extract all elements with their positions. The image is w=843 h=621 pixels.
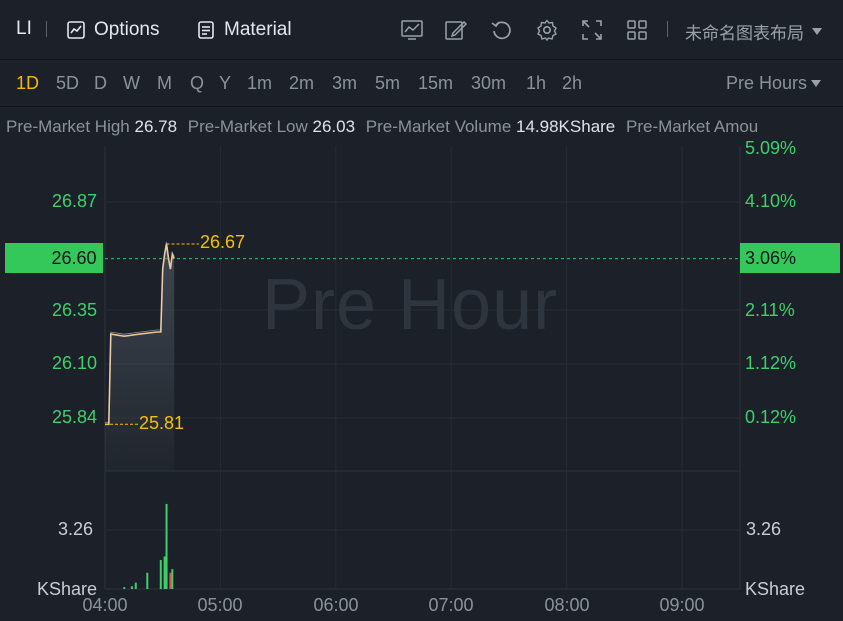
period-2m[interactable]: 2m (289, 73, 315, 93)
time-axis-label: 04:00 (82, 595, 128, 615)
chevron-down-icon (811, 80, 822, 87)
material-document-icon (198, 21, 214, 39)
symbol-ticker[interactable]: LI (16, 18, 32, 39)
period-15m[interactable]: 15m (418, 73, 454, 93)
change-axis-right-label: 1.12% (745, 353, 797, 373)
period-selector: 1D 5D D W M Q Y 1m 2m 3m 5m 15m 30m 1h 2… (0, 61, 843, 107)
time-axis-label: 07:00 (428, 595, 474, 615)
draw-pen-icon[interactable] (444, 18, 468, 42)
options-chart-icon (67, 21, 85, 39)
premarket-low-value: 26.03 (312, 117, 356, 136)
premarket-low-label: Pre-Market Low (187, 117, 308, 136)
chart-canvas[interactable] (0, 146, 843, 621)
period-30m[interactable]: 30m (471, 73, 507, 93)
change-axis-right-label: 4.10% (745, 191, 797, 211)
current-price-tag: 26.60 (5, 243, 103, 273)
volume-bar (169, 572, 172, 589)
top-toolbar: LI Options Material 未命名图表布局 (0, 0, 843, 60)
material-label: Material (224, 19, 292, 40)
period-3m[interactable]: 3m (332, 73, 358, 93)
volume-unit-left-label: KShare (37, 579, 98, 599)
period-2h[interactable]: 2h (562, 73, 583, 93)
price-area-fill (105, 243, 175, 471)
session-dropdown[interactable]: Pre Hours (726, 73, 822, 94)
premarket-high-value: 26.78 (134, 117, 178, 136)
volume-bar (134, 582, 137, 589)
low-marker-label: 25.81 (139, 413, 185, 433)
premarket-amount-label: Pre-Market Amou (626, 117, 759, 136)
volume-unit-right-label: KShare (745, 579, 806, 599)
period-5d[interactable]: 5D (56, 73, 80, 93)
session-label: Pre Hours (726, 73, 808, 93)
premarket-stats-bar: Pre-Market High 26.78 Pre-Market Low 26.… (0, 108, 843, 146)
material-button[interactable]: Material (196, 16, 292, 44)
price-axis-left-label: 26.10 (51, 353, 97, 373)
time-axis-label: 06:00 (313, 595, 359, 615)
reset-icon[interactable] (490, 18, 514, 42)
change-axis-right-label: 5.09% (745, 138, 797, 158)
layout-dropdown[interactable]: 未命名图表布局 (685, 19, 822, 44)
current-change-tag: 3.06% (740, 243, 840, 273)
volume-bar (171, 569, 174, 589)
premarket-volume-value: 14.98KShare (516, 117, 616, 136)
volume-bar (163, 556, 166, 589)
period-d[interactable]: D (94, 73, 107, 93)
period-1d[interactable]: 1D (16, 73, 40, 93)
chevron-down-icon (812, 28, 822, 35)
volume-bar (130, 586, 133, 589)
options-button[interactable]: Options (66, 16, 159, 44)
toolbar-divider (667, 21, 668, 37)
period-m[interactable]: M (157, 73, 172, 93)
premarket-high-label: Pre-Market High (6, 117, 130, 136)
grid-layout-icon[interactable] (625, 18, 649, 42)
volume-bar (123, 587, 126, 589)
period-y[interactable]: Y (219, 73, 232, 93)
toolbar-divider (46, 21, 47, 37)
time-axis-label: 09:00 (659, 595, 705, 615)
volume-bar (146, 572, 149, 589)
volume-bar (159, 560, 162, 589)
price-axis-left-label: 26.35 (51, 300, 97, 320)
period-5m[interactable]: 5m (375, 73, 401, 93)
volume-axis-right-label: 3.26 (746, 519, 782, 539)
period-1h[interactable]: 1h (526, 73, 547, 93)
premarket-volume-label: Pre-Market Volume (365, 117, 512, 136)
volume-axis-left-label: 3.26 (58, 519, 94, 539)
price-axis-left-label: 25.84 (51, 407, 97, 427)
volume-bar (165, 503, 168, 589)
price-axis-left-label: 26.87 (51, 191, 97, 211)
period-1m[interactable]: 1m (247, 73, 273, 93)
settings-gear-icon[interactable] (535, 18, 559, 42)
price-chart[interactable]: Pre Hour 26.87 26.35 26.10 25.84 5.09% 4… (0, 138, 843, 621)
chart-watermark: Pre Hour (262, 265, 559, 345)
time-axis-label: 08:00 (544, 595, 590, 615)
layout-label: 未命名图表布局 (685, 24, 804, 43)
chart-indicator-icon[interactable] (400, 18, 424, 42)
period-q[interactable]: Q (190, 73, 205, 93)
high-marker-label: 26.67 (200, 232, 246, 252)
period-w[interactable]: W (123, 73, 140, 93)
fullscreen-icon[interactable] (580, 18, 604, 42)
time-axis-label: 05:00 (197, 595, 243, 615)
options-label: Options (94, 19, 160, 40)
change-axis-right-label: 2.11% (745, 300, 795, 320)
avg-price-line (105, 241, 175, 423)
change-axis-right-label: 0.12% (745, 407, 797, 427)
